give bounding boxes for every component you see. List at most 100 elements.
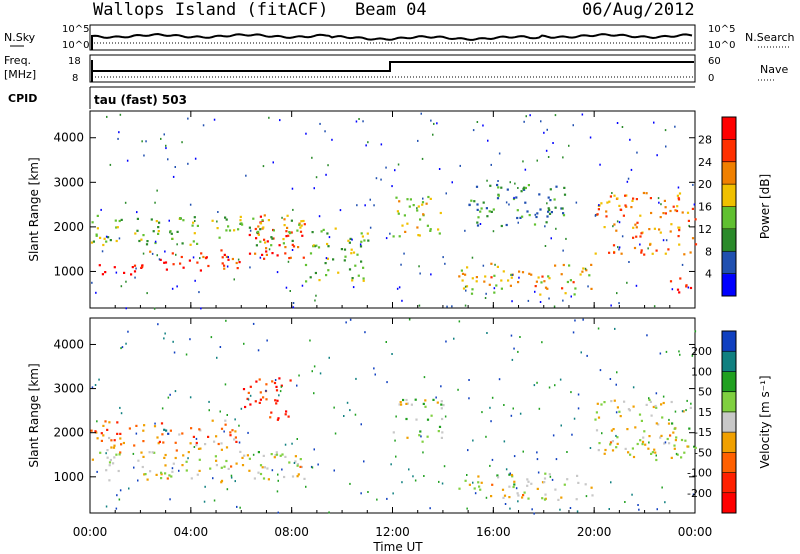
y-tick-label: 4000 xyxy=(53,131,84,145)
data-cell xyxy=(406,402,409,405)
data-cell xyxy=(615,446,618,449)
data-cell xyxy=(142,440,145,443)
data-cell xyxy=(466,507,468,510)
data-cell xyxy=(557,498,560,501)
data-cell xyxy=(510,276,513,279)
data-cell xyxy=(474,492,477,495)
data-cell xyxy=(259,222,263,225)
data-cell xyxy=(416,209,419,212)
data-cell xyxy=(113,439,116,442)
data-cell xyxy=(566,451,568,453)
data-cell xyxy=(326,257,329,260)
data-cell xyxy=(274,379,277,381)
data-cell xyxy=(225,459,228,463)
data-cell xyxy=(409,198,412,201)
data-cell xyxy=(157,230,160,233)
data-cell xyxy=(496,197,500,200)
data-cell xyxy=(490,495,493,498)
data-cell xyxy=(326,242,329,246)
data-cell xyxy=(531,508,533,511)
data-cell xyxy=(135,424,138,427)
data-cell xyxy=(112,446,116,449)
data-cell xyxy=(281,468,283,471)
data-cell xyxy=(537,471,540,474)
data-cell xyxy=(648,397,650,400)
data-cell xyxy=(543,477,547,480)
data-cell xyxy=(541,275,544,278)
data-cell xyxy=(490,262,493,265)
data-cell xyxy=(220,442,223,445)
data-cell xyxy=(194,220,196,222)
nave-label: Nave xyxy=(760,63,788,76)
data-cell xyxy=(533,512,535,515)
data-cell xyxy=(150,218,153,221)
data-cell xyxy=(468,203,471,207)
data-cell xyxy=(265,398,268,401)
data-cell xyxy=(322,228,325,231)
data-cell xyxy=(352,251,356,254)
data-cell xyxy=(497,476,500,479)
data-cell xyxy=(132,452,135,455)
data-cell xyxy=(517,187,519,189)
data-cell xyxy=(421,440,424,443)
data-cell xyxy=(234,418,236,421)
data-cell xyxy=(91,221,94,224)
data-cell xyxy=(386,497,388,500)
data-cell xyxy=(170,475,173,478)
data-cell xyxy=(476,221,479,224)
data-cell xyxy=(235,261,238,265)
data-cell xyxy=(297,473,300,476)
data-cell xyxy=(220,427,224,430)
data-cell xyxy=(280,384,283,387)
data-cell xyxy=(113,456,116,459)
data-cell xyxy=(289,379,292,382)
data-cell xyxy=(488,283,491,286)
data-cell xyxy=(664,441,667,444)
data-cell xyxy=(536,212,539,215)
data-cell xyxy=(398,200,401,203)
data-cell xyxy=(491,483,494,486)
data-cell xyxy=(473,200,476,203)
colorbar-tick-label: 15 xyxy=(698,406,712,419)
data-cell xyxy=(636,151,638,154)
data-cell xyxy=(255,244,258,247)
data-cell xyxy=(229,431,232,434)
data-cell xyxy=(546,128,548,131)
data-cell xyxy=(480,207,483,210)
data-cell xyxy=(193,232,196,235)
data-cell xyxy=(262,454,265,457)
data-cell xyxy=(390,463,392,466)
data-cell xyxy=(424,399,427,402)
data-cell xyxy=(169,230,172,233)
data-cell xyxy=(398,403,401,406)
data-cell xyxy=(391,353,393,355)
data-cell xyxy=(418,265,420,268)
data-cell xyxy=(543,498,547,501)
data-cell xyxy=(288,461,291,464)
data-cell xyxy=(189,442,192,445)
data-cell xyxy=(667,248,670,251)
data-cell xyxy=(220,466,223,469)
data-cell xyxy=(530,482,533,485)
data-cell xyxy=(461,272,465,275)
data-cell xyxy=(101,250,104,253)
data-cell xyxy=(125,307,127,310)
data-cell xyxy=(544,472,547,475)
data-cell xyxy=(355,377,357,380)
data-cell xyxy=(102,434,105,437)
data-cell xyxy=(408,468,410,471)
data-cell xyxy=(613,194,616,197)
data-cell xyxy=(655,422,658,425)
data-cell xyxy=(391,185,393,188)
data-cell xyxy=(332,258,335,261)
data-cell xyxy=(249,403,252,406)
data-cell xyxy=(624,447,627,450)
data-cell xyxy=(350,252,353,255)
data-cell xyxy=(174,441,177,444)
data-cell xyxy=(587,285,589,288)
data-cell xyxy=(635,235,638,238)
data-cell xyxy=(254,400,257,403)
data-cell xyxy=(91,458,94,461)
data-cell xyxy=(585,269,588,272)
data-cell xyxy=(392,431,395,434)
